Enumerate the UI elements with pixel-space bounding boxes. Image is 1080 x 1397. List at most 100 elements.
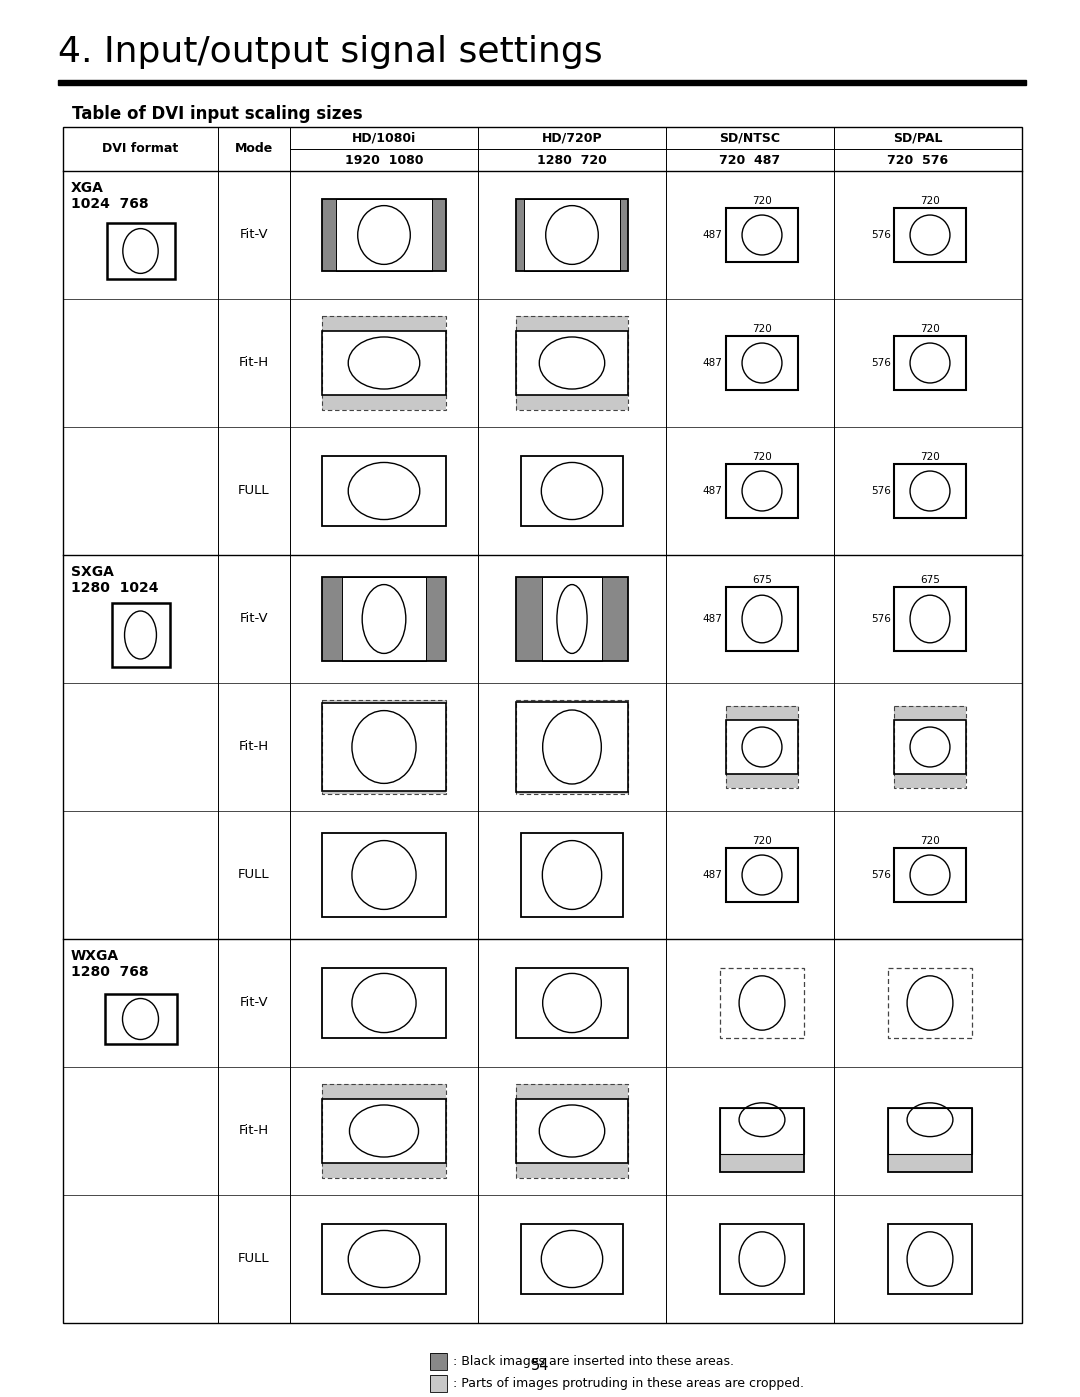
Bar [322, 1099, 446, 1162]
Text: 487: 487 [703, 486, 723, 496]
Bar [322, 577, 342, 661]
Bar [515, 316, 629, 411]
Bar [726, 464, 798, 518]
Bar [515, 701, 629, 792]
Bar [426, 577, 446, 661]
Text: HD/720P: HD/720P [542, 131, 603, 144]
Text: FULL: FULL [239, 869, 270, 882]
Bar [432, 200, 446, 271]
Bar [603, 577, 629, 661]
Bar [894, 705, 967, 788]
Bar [105, 995, 176, 1044]
Bar [515, 700, 629, 793]
Text: Fit-H: Fit-H [239, 1125, 269, 1137]
Text: WXGA: WXGA [71, 949, 119, 963]
Bar [515, 200, 524, 271]
Bar [720, 1154, 804, 1172]
Bar [322, 1084, 446, 1099]
Bar [430, 1354, 447, 1370]
Bar [322, 700, 446, 793]
Bar [720, 1224, 804, 1294]
Bar [322, 331, 446, 395]
Bar [342, 577, 426, 661]
Bar [542, 577, 603, 661]
Text: Table of DVI input scaling sizes: Table of DVI input scaling sizes [72, 105, 363, 123]
Bar [894, 774, 967, 788]
Text: 675: 675 [752, 576, 772, 585]
Bar [322, 791, 446, 793]
Bar [111, 604, 170, 666]
Text: Fit-V: Fit-V [240, 996, 268, 1010]
Text: 720: 720 [752, 837, 772, 847]
Bar [515, 331, 629, 395]
Text: 720: 720 [920, 453, 940, 462]
Bar [322, 316, 446, 411]
Bar [889, 968, 972, 1038]
Text: SD/PAL: SD/PAL [893, 131, 943, 144]
Text: Fit-V: Fit-V [240, 612, 268, 626]
Text: Fit-V: Fit-V [240, 229, 268, 242]
Bar [894, 721, 967, 774]
Text: 576: 576 [870, 231, 891, 240]
Text: 487: 487 [703, 231, 723, 240]
Bar [889, 1154, 972, 1172]
Text: SD/NTSC: SD/NTSC [719, 131, 781, 144]
Bar [515, 395, 629, 411]
Text: DVI format: DVI format [103, 142, 178, 155]
Bar [107, 224, 175, 279]
Bar [430, 1375, 447, 1391]
Bar [336, 200, 432, 271]
Bar [322, 200, 336, 271]
Text: 576: 576 [870, 615, 891, 624]
Bar [894, 208, 967, 261]
Bar [515, 316, 629, 331]
Bar [894, 848, 967, 901]
Text: 675: 675 [920, 576, 940, 585]
Bar [515, 1162, 629, 1178]
Bar [720, 1108, 804, 1172]
Bar [720, 968, 804, 1038]
Bar [894, 705, 967, 721]
Text: : Black images are inserted into these areas.: : Black images are inserted into these a… [453, 1355, 734, 1368]
Bar [515, 577, 629, 661]
Text: 720  576: 720 576 [888, 154, 948, 166]
Bar [726, 848, 798, 901]
Text: FULL: FULL [239, 485, 270, 497]
Bar [430, 1354, 447, 1370]
Bar [726, 705, 798, 788]
Bar [322, 1224, 446, 1294]
Bar [322, 457, 446, 525]
Text: 487: 487 [703, 870, 723, 880]
Text: 720  487: 720 487 [719, 154, 781, 166]
Bar [726, 721, 798, 774]
Bar [889, 1224, 972, 1294]
Text: HD/1080i: HD/1080i [352, 131, 416, 144]
Bar [889, 1108, 972, 1172]
Text: 487: 487 [703, 615, 723, 624]
Bar [726, 774, 798, 788]
Bar [322, 316, 446, 331]
Text: XGA: XGA [71, 182, 104, 196]
Text: 720: 720 [920, 197, 940, 207]
Bar [889, 1108, 972, 1154]
Text: Mode: Mode [234, 142, 273, 155]
Bar [322, 700, 446, 703]
Bar [322, 577, 446, 661]
Bar [726, 587, 798, 651]
Bar [322, 703, 446, 791]
Bar [322, 833, 446, 916]
Text: FULL: FULL [239, 1253, 270, 1266]
Text: 720: 720 [920, 837, 940, 847]
Text: 1280  768: 1280 768 [71, 965, 149, 979]
Bar [726, 337, 798, 390]
Text: 576: 576 [870, 358, 891, 367]
Bar [524, 200, 620, 271]
Text: : Parts of images protruding in these areas are cropped.: : Parts of images protruding in these ar… [453, 1377, 804, 1390]
Text: 1280  720: 1280 720 [537, 154, 607, 166]
Text: 720: 720 [920, 324, 940, 334]
Text: Fit-H: Fit-H [239, 740, 269, 753]
Bar [894, 337, 967, 390]
Bar [430, 1375, 447, 1391]
Bar [515, 1084, 629, 1099]
Text: 1920  1080: 1920 1080 [345, 154, 423, 166]
